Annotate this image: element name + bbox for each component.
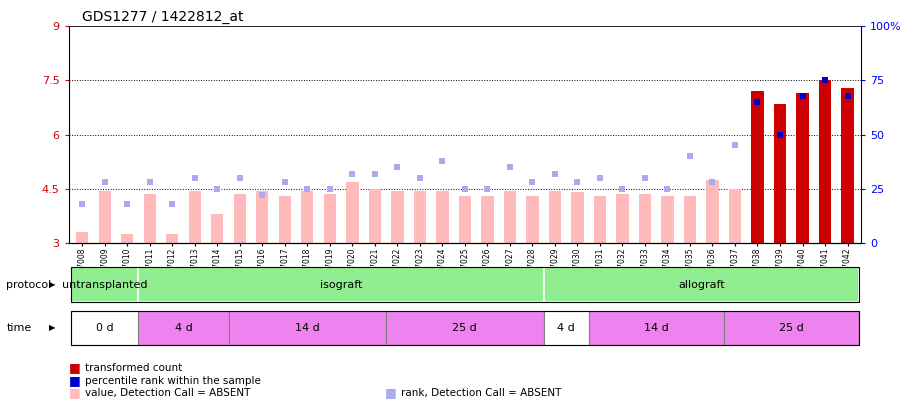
Point <box>616 185 630 192</box>
Text: ■: ■ <box>385 386 397 399</box>
Bar <box>436 191 449 243</box>
Point <box>773 131 788 138</box>
Point <box>367 171 382 177</box>
Bar <box>729 189 741 243</box>
Point <box>345 171 360 177</box>
Point <box>638 175 652 181</box>
Bar <box>368 189 381 243</box>
Bar <box>323 194 336 243</box>
Bar <box>774 104 786 243</box>
Bar <box>526 196 539 243</box>
Bar <box>706 180 719 243</box>
Bar <box>616 194 628 243</box>
Bar <box>278 196 291 243</box>
Bar <box>751 92 764 243</box>
Point <box>210 185 224 192</box>
Bar <box>144 194 156 243</box>
Point <box>322 185 337 192</box>
Bar <box>189 191 201 243</box>
Point <box>75 201 90 207</box>
Bar <box>683 196 696 243</box>
Bar <box>99 191 111 243</box>
Bar <box>638 194 651 243</box>
Point <box>165 201 180 207</box>
Bar <box>661 196 673 243</box>
Text: 14 d: 14 d <box>295 323 320 333</box>
Text: 4 d: 4 d <box>175 323 192 333</box>
Point <box>750 99 765 105</box>
Bar <box>256 191 268 243</box>
Text: isograft: isograft <box>320 279 362 290</box>
Point <box>795 92 810 99</box>
Point <box>120 201 135 207</box>
Bar <box>346 181 358 243</box>
Bar <box>796 93 809 243</box>
Text: value, Detection Call = ABSENT: value, Detection Call = ABSENT <box>85 388 251 398</box>
Text: ■: ■ <box>69 361 81 374</box>
Point <box>97 179 112 185</box>
Bar <box>549 191 562 243</box>
Point <box>570 179 584 185</box>
Bar <box>414 191 426 243</box>
Bar <box>76 232 89 243</box>
Text: 0 d: 0 d <box>96 323 114 333</box>
Text: protocol: protocol <box>6 279 51 290</box>
Point <box>503 164 518 171</box>
Point <box>255 192 269 198</box>
Text: 25 d: 25 d <box>453 323 477 333</box>
Point <box>390 164 405 171</box>
Text: percentile rank within the sample: percentile rank within the sample <box>85 376 261 386</box>
Point <box>278 179 292 185</box>
Bar <box>166 234 179 243</box>
Text: 25 d: 25 d <box>779 323 803 333</box>
Point <box>435 158 450 164</box>
Point <box>457 185 472 192</box>
Bar <box>504 191 516 243</box>
Bar <box>819 81 831 243</box>
Bar <box>391 191 404 243</box>
Point <box>480 185 495 192</box>
Text: time: time <box>6 323 32 333</box>
Text: allograft: allograft <box>678 279 725 290</box>
Point <box>300 185 314 192</box>
Point <box>660 185 675 192</box>
Text: rank, Detection Call = ABSENT: rank, Detection Call = ABSENT <box>401 388 562 398</box>
Text: untransplanted: untransplanted <box>62 279 147 290</box>
Bar <box>234 194 246 243</box>
Bar <box>121 234 134 243</box>
Point <box>818 77 833 84</box>
Text: 4 d: 4 d <box>557 323 575 333</box>
Bar <box>594 196 606 243</box>
Point <box>188 175 202 181</box>
Point <box>142 179 157 185</box>
Point <box>682 153 697 160</box>
Point <box>593 175 607 181</box>
Point <box>727 142 742 149</box>
Point <box>233 175 247 181</box>
Point <box>705 179 720 185</box>
Point <box>525 179 540 185</box>
Bar <box>841 88 854 243</box>
Point <box>840 92 855 99</box>
Bar <box>211 214 224 243</box>
Bar <box>301 191 313 243</box>
Text: ■: ■ <box>69 386 81 399</box>
Point <box>412 175 427 181</box>
Text: ■: ■ <box>69 374 81 387</box>
Text: GDS1277 / 1422812_at: GDS1277 / 1422812_at <box>82 10 244 24</box>
Bar <box>481 196 494 243</box>
Text: ▶: ▶ <box>49 280 56 289</box>
Point <box>548 171 562 177</box>
Text: transformed count: transformed count <box>85 363 182 373</box>
Bar <box>572 192 583 243</box>
Bar <box>459 196 471 243</box>
Text: 14 d: 14 d <box>644 323 669 333</box>
Text: ▶: ▶ <box>49 323 56 333</box>
